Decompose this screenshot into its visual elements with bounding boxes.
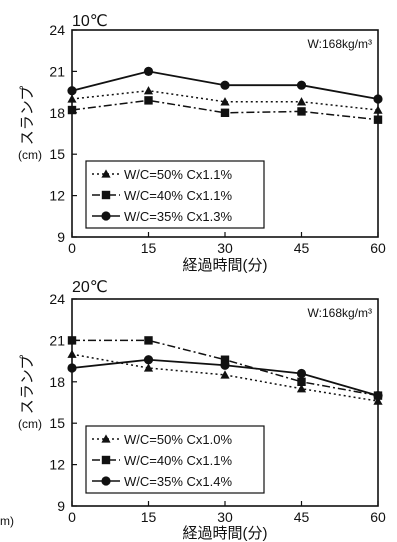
chart-2-ytick-label: 18 xyxy=(49,374,65,390)
chart-1-y-axis-unit: (cm) xyxy=(18,148,42,162)
chart-2-legend-marker-3 xyxy=(101,476,111,486)
chart-1-x-axis-label: 経過時間(分) xyxy=(183,257,268,274)
stray-label: m) xyxy=(0,514,14,528)
chart-2-xtick-label: 0 xyxy=(68,509,76,525)
chart-1-series-1-point xyxy=(67,94,77,103)
chart-1-legend-label-2: W/C=40% Cx1.1% xyxy=(124,188,232,203)
chart-1-series-2-point xyxy=(144,96,153,105)
chart-1-ytick-label: 21 xyxy=(49,63,65,79)
chart-1-series-1-point xyxy=(373,105,383,114)
chart-2-series-3-point xyxy=(143,355,154,365)
chart-2-series-2-point xyxy=(67,336,77,345)
chart-2-title: 20℃ xyxy=(72,279,108,296)
chart-2-xtick-label: 45 xyxy=(294,509,310,525)
chart-2-legend xyxy=(85,425,265,494)
chart-2-series-3-point xyxy=(67,363,77,373)
chart-1-ytick-label: 12 xyxy=(49,188,65,204)
chart-1-series-2-point xyxy=(220,108,230,117)
chart-2-ytick-label: 24 xyxy=(49,291,65,307)
chart-2-xtick-label: 15 xyxy=(141,509,157,525)
chart-2-x-axis-label: 経過時間(分) xyxy=(183,525,268,542)
chart-1-legend-label-3: W/C=35% Cx1.3% xyxy=(124,209,232,224)
chart-1-xtick-label: 30 xyxy=(217,240,233,256)
chart-2-series-1-point xyxy=(373,396,383,405)
chart-1-ytick-label: 18 xyxy=(49,105,65,121)
chart-2-series-1-point xyxy=(220,370,230,379)
chart-2-series-2-point xyxy=(144,336,153,345)
chart-2-series-3-point xyxy=(296,368,307,379)
chart-2-ytick-label: 15 xyxy=(49,415,65,431)
chart-1-ytick-label: 24 xyxy=(49,22,65,38)
chart-1-series-2-point xyxy=(297,107,306,116)
chart-2-ytick-label: 9 xyxy=(57,498,65,514)
chart-1-xtick-label: 0 xyxy=(68,240,76,256)
chart-2-series-1-line xyxy=(71,353,379,402)
chart-1-xtick-label: 45 xyxy=(294,240,310,256)
chart-1-series-1-point xyxy=(296,97,307,106)
chart-2-series-2-point xyxy=(220,355,230,364)
chart-1-series-3-point xyxy=(143,66,154,76)
chart-1-xtick-label: 15 xyxy=(141,240,157,256)
chart-1-series-3-point xyxy=(67,86,77,96)
chart-1-series-2-point xyxy=(373,115,383,124)
chart-1-series-3-point xyxy=(220,80,230,90)
chart-1-series-1-point xyxy=(220,97,230,106)
chart-2-xtick-label: 30 xyxy=(217,509,233,525)
chart-2-series-2-point xyxy=(297,377,306,386)
chart-2-series-3-point xyxy=(373,391,383,401)
chart-2-legend-label-3: W/C=35% Cx1.4% xyxy=(124,474,232,489)
chart-2-y-axis-unit: (cm) xyxy=(18,417,42,431)
chart-2-y-axis-label: スランプ xyxy=(19,355,36,415)
chart-2-legend-marker-1 xyxy=(101,434,111,443)
chart-2-legend-marker-2 xyxy=(101,455,111,465)
chart-2-series-1-point xyxy=(67,349,77,358)
chart-2-annotation: W:168kg/m³ xyxy=(308,306,372,320)
chart-2-legend-label-1: W/C=50% Cx1.0% xyxy=(124,432,232,447)
chart-1-series-1-line xyxy=(71,89,379,111)
chart-1-y-axis-label: スランプ xyxy=(19,86,36,146)
chart-1-title: 10℃ xyxy=(72,13,108,30)
chart-2-series-1-point xyxy=(143,363,154,372)
chart-1-legend-label-1: W/C=50% Cx1.1% xyxy=(124,167,232,182)
chart-1-annotation: W:168kg/m³ xyxy=(308,37,372,51)
chart-1-series-2-line xyxy=(71,99,379,121)
chart-1-legend-marker-1 xyxy=(101,169,111,178)
chart-2-ytick-label: 12 xyxy=(49,457,65,473)
chart-1-xtick-label: 60 xyxy=(370,240,386,256)
chart-1-series-2-point xyxy=(67,105,77,115)
chart-2-ytick-label: 21 xyxy=(49,332,65,348)
chart-1-series-3-point xyxy=(373,94,383,104)
chart-2-series-3-point xyxy=(220,360,230,370)
chart-2-series-1-point xyxy=(296,384,307,393)
chart-2-xtick-label: 60 xyxy=(370,509,386,525)
chart-1-series-1-point xyxy=(143,86,154,95)
chart-2-legend-label-2: W/C=40% Cx1.1% xyxy=(124,453,232,468)
chart-1-legend-marker-3 xyxy=(101,211,111,221)
chart-1-series-3-point xyxy=(296,80,307,90)
chart-1-legend-marker-2 xyxy=(101,190,111,200)
chart-1-ytick-label: 9 xyxy=(57,229,65,245)
chart-1-ytick-label: 15 xyxy=(49,146,65,162)
